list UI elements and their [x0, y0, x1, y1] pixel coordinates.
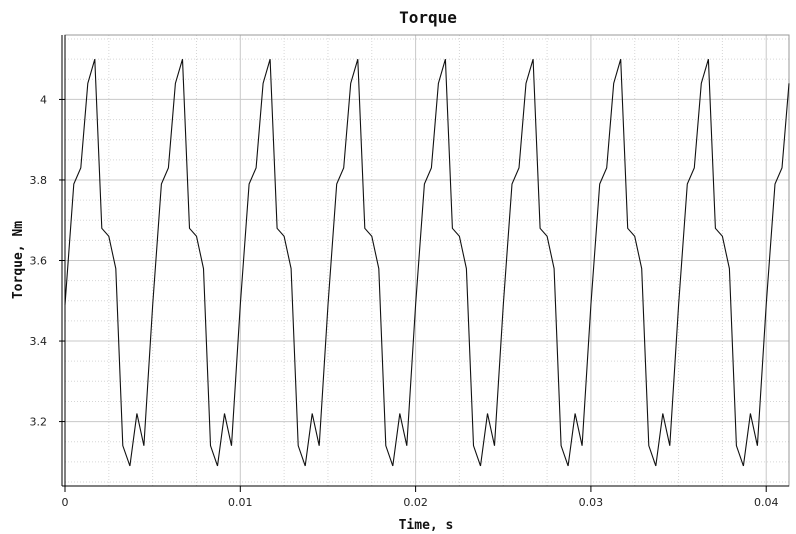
y-axis-ticks: 3.2 3.4 3.6 3.8 4 [30, 93, 65, 429]
x-tick-label: 0 [62, 496, 69, 509]
x-axis-label: Time, s [399, 518, 454, 533]
x-axis-ticks: 0 0.01 0.02 0.03 0.04 [62, 486, 779, 509]
chart-title: Torque [399, 8, 457, 27]
y-tick-label: 3.2 [30, 416, 48, 429]
y-tick-label: 4 [40, 93, 47, 106]
y-tick-label: 3.4 [30, 335, 48, 348]
x-tick-label: 0.01 [228, 496, 253, 509]
y-tick-label: 3.8 [30, 174, 48, 187]
torque-series-line [64, 59, 790, 467]
grid-lines [64, 35, 789, 486]
series-layer [64, 59, 790, 467]
y-axis-label: Torque, Nm [11, 221, 26, 299]
x-tick-label: 0.02 [403, 496, 428, 509]
y-tick-label: 3.6 [30, 255, 48, 268]
x-tick-label: 0.04 [754, 496, 779, 509]
x-tick-label: 0.03 [579, 496, 604, 509]
